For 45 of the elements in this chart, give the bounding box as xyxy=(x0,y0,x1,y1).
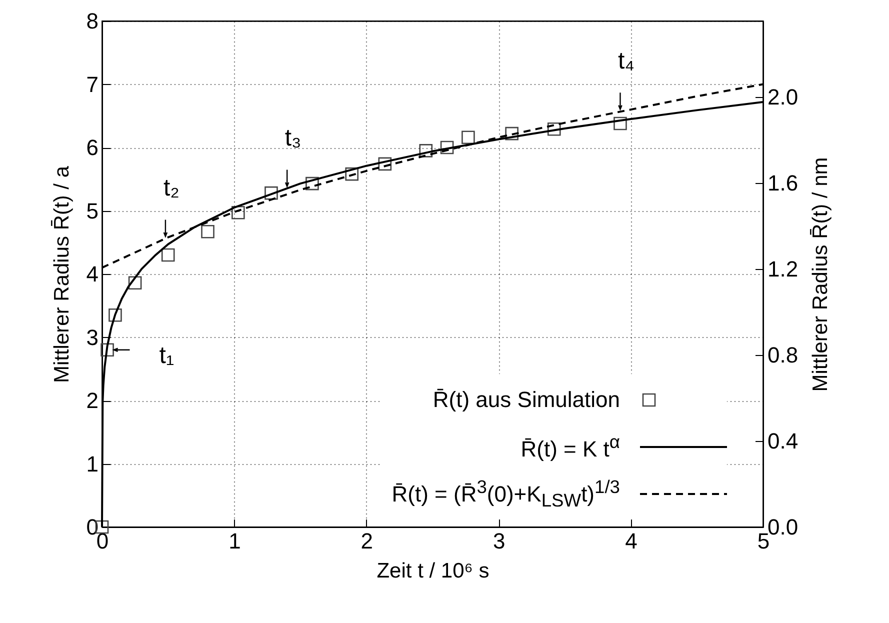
x-tick-label: 2 xyxy=(360,528,374,554)
annotation: t₃ xyxy=(284,124,302,152)
point xyxy=(614,116,627,130)
point xyxy=(306,176,319,190)
y-tick-label: 3 xyxy=(86,324,98,350)
y2-axis-title: Mittlerer Radius R̄(t) / nm xyxy=(809,157,832,392)
x-axis-title: Zeit t / 10⁶ s xyxy=(376,560,490,582)
point xyxy=(440,140,454,154)
y-tick-label: 6 xyxy=(86,135,98,160)
x-tick-label: 4 xyxy=(625,528,638,554)
point xyxy=(232,206,245,220)
y-tick-label: 4 xyxy=(86,262,98,286)
y2-tick-label: 0.8 xyxy=(768,342,798,368)
point xyxy=(462,130,475,144)
point xyxy=(419,144,433,158)
y2-tick-label: 0.0 xyxy=(768,514,798,540)
x-tick-label: 5 xyxy=(757,528,770,554)
x-tick-label: 3 xyxy=(492,528,506,554)
point xyxy=(264,186,278,200)
point xyxy=(505,126,518,140)
point xyxy=(345,167,359,181)
point xyxy=(378,157,392,171)
y-tick-label: 7 xyxy=(86,72,98,97)
legend-label: R̄(t) = K t$^{α}$ xyxy=(520,430,620,462)
point xyxy=(201,224,214,238)
legend-label: R̄(t) aus Simulation xyxy=(432,386,620,412)
y-axis-title: Mittlerer Radius R̄(t) / a xyxy=(50,166,74,384)
y2-tick-label: 1.6 xyxy=(768,170,798,196)
y2-tick-label: 1.2 xyxy=(768,256,798,282)
point xyxy=(547,122,561,136)
y2-tick-label: 2.0 xyxy=(768,84,798,110)
y-tick-label: 5 xyxy=(86,198,98,224)
y-tick-label: 2 xyxy=(86,388,98,413)
x-tick-label: 1 xyxy=(228,528,241,554)
point xyxy=(108,308,122,322)
y-tick-label: 1 xyxy=(86,451,98,476)
point xyxy=(128,276,142,290)
legend-label: R̄(t) = (R̄$^{3}$(0)+K$_{LSW}$t)$^{1/3}$ xyxy=(392,476,620,512)
annotation: t₂ xyxy=(163,174,180,202)
annotation: t₁ xyxy=(159,342,174,369)
y2-tick-label: 0.4 xyxy=(768,428,798,454)
y-tick-label: 8 xyxy=(86,8,98,34)
point xyxy=(161,248,175,262)
point xyxy=(100,343,114,357)
annotation: t₄ xyxy=(618,47,634,74)
